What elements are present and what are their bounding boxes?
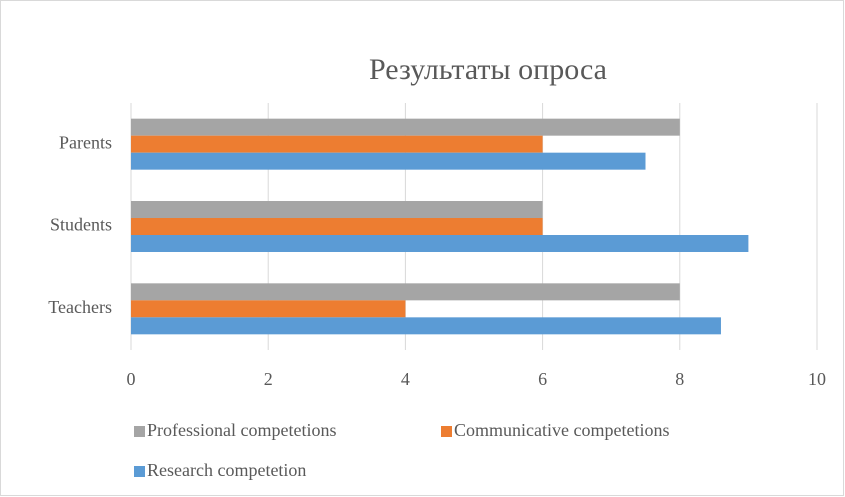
x-tick-label: 0 bbox=[127, 369, 136, 389]
y-tick-label: Parents bbox=[59, 132, 112, 152]
bar bbox=[131, 317, 721, 335]
bar bbox=[131, 152, 646, 170]
y-tick-label: Students bbox=[50, 215, 112, 235]
chart-title: Результаты опроса bbox=[369, 53, 607, 86]
y-tick-label: Teachers bbox=[48, 297, 112, 317]
x-tick-label: 10 bbox=[808, 369, 826, 389]
legend-label: Research competetion bbox=[147, 460, 306, 480]
bar bbox=[131, 300, 406, 318]
x-tick-label: 4 bbox=[401, 369, 410, 389]
x-tick-label: 8 bbox=[675, 369, 684, 389]
bar bbox=[131, 283, 680, 301]
legend-swatch bbox=[441, 426, 452, 437]
legend-swatch bbox=[134, 426, 145, 437]
legend-label: Communicative competetions bbox=[454, 420, 669, 440]
legend-swatch bbox=[134, 466, 145, 477]
bar bbox=[131, 118, 680, 136]
bar bbox=[131, 235, 749, 252]
legend-label: Professional competetions bbox=[147, 420, 336, 440]
bar bbox=[131, 135, 543, 153]
bar bbox=[131, 218, 543, 235]
x-tick-label: 2 bbox=[264, 369, 273, 389]
bar bbox=[131, 201, 543, 218]
x-tick-label: 6 bbox=[538, 369, 547, 389]
